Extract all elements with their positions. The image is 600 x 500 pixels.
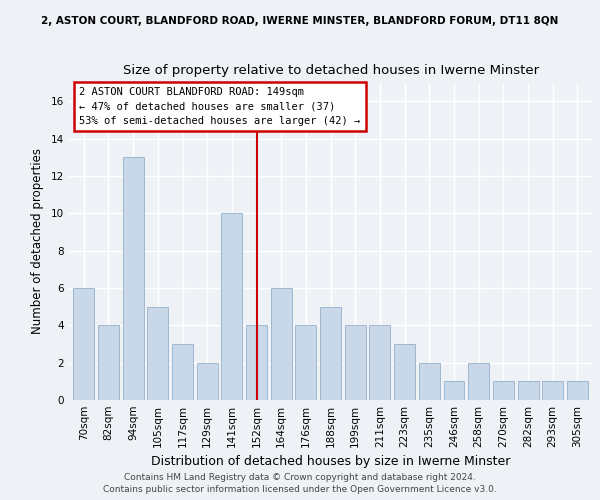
Bar [443, 382, 464, 400]
Title: Size of property relative to detached houses in Iwerne Minster: Size of property relative to detached ho… [122, 64, 539, 77]
Bar [172, 344, 193, 400]
Bar [345, 326, 366, 400]
Bar [320, 306, 341, 400]
Bar [468, 362, 489, 400]
Y-axis label: Number of detached properties: Number of detached properties [31, 148, 44, 334]
Bar [518, 382, 539, 400]
Bar [221, 213, 242, 400]
Bar [295, 326, 316, 400]
Bar [370, 326, 391, 400]
X-axis label: Distribution of detached houses by size in Iwerne Minster: Distribution of detached houses by size … [151, 456, 510, 468]
Bar [419, 362, 440, 400]
Bar [542, 382, 563, 400]
Text: 2 ASTON COURT BLANDFORD ROAD: 149sqm
← 47% of detached houses are smaller (37)
5: 2 ASTON COURT BLANDFORD ROAD: 149sqm ← 4… [79, 88, 361, 126]
Bar [567, 382, 588, 400]
Bar [148, 306, 169, 400]
Text: 2, ASTON COURT, BLANDFORD ROAD, IWERNE MINSTER, BLANDFORD FORUM, DT11 8QN: 2, ASTON COURT, BLANDFORD ROAD, IWERNE M… [41, 16, 559, 26]
Bar [98, 326, 119, 400]
Bar [122, 157, 143, 400]
Bar [197, 362, 218, 400]
Bar [271, 288, 292, 400]
Text: Contains HM Land Registry data © Crown copyright and database right 2024.
Contai: Contains HM Land Registry data © Crown c… [103, 472, 497, 494]
Bar [493, 382, 514, 400]
Bar [394, 344, 415, 400]
Bar [73, 288, 94, 400]
Bar [246, 326, 267, 400]
